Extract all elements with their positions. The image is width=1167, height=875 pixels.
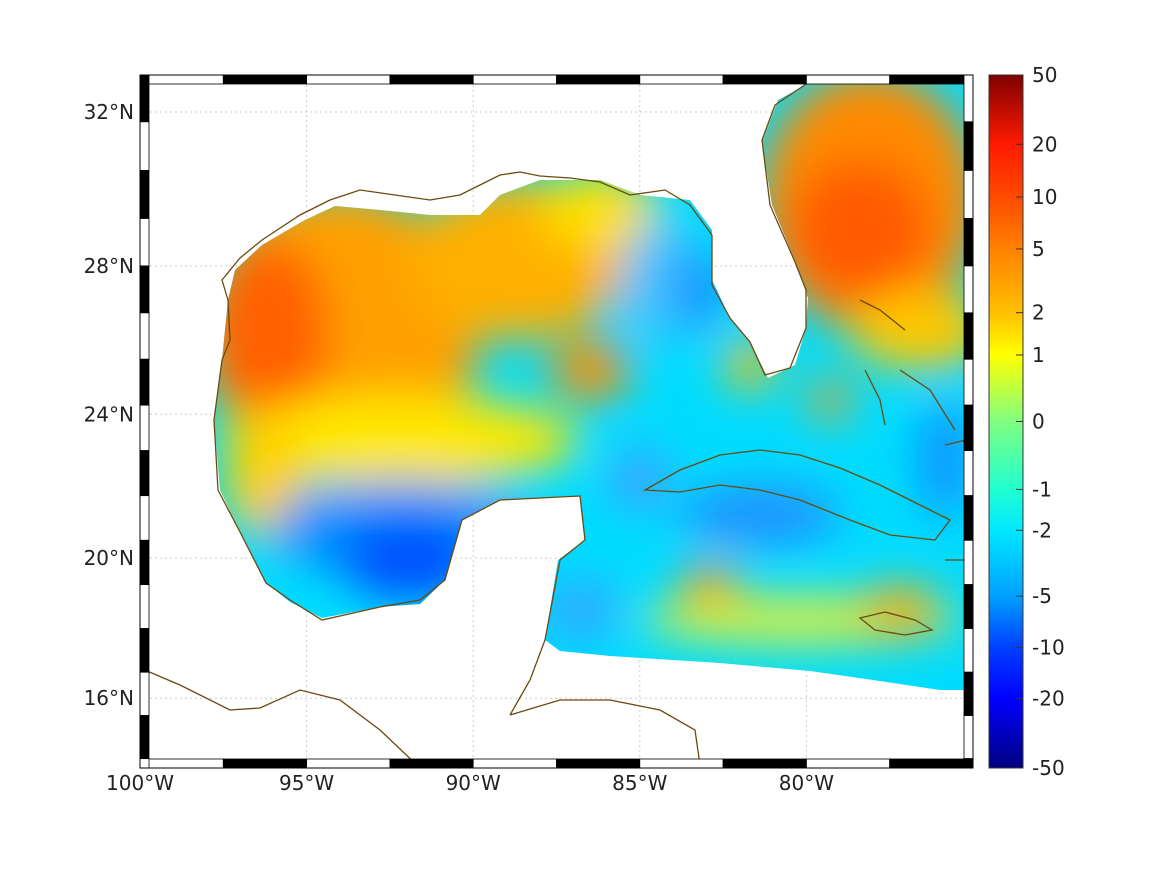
frame-segment-right — [963, 671, 974, 716]
frame-segment-bottom — [306, 758, 391, 769]
x-tick-label: 95°W — [279, 771, 334, 795]
frame-segment-bottom — [889, 758, 974, 769]
colorbar-tick-label: -5 — [1032, 584, 1052, 608]
coastline-central-america — [139, 667, 421, 769]
frame-segment-left — [139, 74, 150, 123]
colorbar-tick-label: -2 — [1032, 518, 1052, 542]
coastline-gulf-north — [221, 171, 713, 301]
colorbar-tick-label: -10 — [1032, 635, 1065, 659]
frame-segment-left — [139, 312, 150, 360]
frame-segment-bottom — [389, 758, 474, 769]
frame-segment-right — [963, 121, 974, 171]
frame-segment-right — [963, 715, 974, 760]
x-axis-labels: 100°W 95°W 90°W 85°W 80°W — [106, 771, 834, 795]
y-tick-label: 20°N — [84, 546, 134, 570]
frame-segment-right — [963, 74, 974, 123]
frame-segment-right — [963, 312, 974, 360]
frame-segment-bottom — [722, 758, 807, 769]
colorbar-tick-label: -50 — [1032, 756, 1065, 780]
frame-segment-top — [472, 74, 557, 85]
coastline-honduras — [509, 699, 701, 766]
frame-segment-left — [139, 358, 150, 406]
frame-segment-right — [963, 404, 974, 452]
frame-segment-top — [222, 74, 308, 85]
frame-segment-bottom — [139, 758, 224, 769]
frame-segment-right — [963, 539, 974, 585]
x-tick-label: 100°W — [106, 771, 174, 795]
frame-segment-right — [963, 358, 974, 406]
y-tick-label: 32°N — [84, 100, 134, 124]
coastline-jamaica — [858, 611, 934, 636]
frame-segment-left — [139, 404, 150, 452]
frame-segment-left — [139, 450, 150, 497]
frame-segment-right — [963, 758, 974, 769]
frame-segment-top — [889, 74, 974, 85]
x-tick-label: 80°W — [779, 771, 834, 795]
frame-segment-bottom — [639, 758, 724, 769]
coastline-florida — [711, 77, 816, 376]
colorbar-tick-label: 1 — [1032, 343, 1045, 367]
colorbar-tick-label: 5 — [1032, 237, 1045, 261]
frame-segment-right — [963, 584, 974, 629]
colorbar-tick-label: -20 — [1032, 687, 1065, 711]
frame-segment-top — [556, 74, 641, 85]
frame-segment-right — [963, 495, 974, 541]
frame-segment-top — [389, 74, 474, 85]
frame-segment-right — [963, 218, 974, 267]
frame-segment-left — [139, 628, 150, 673]
frame-segment-left — [139, 121, 150, 171]
frame-segment-right — [963, 628, 974, 673]
y-tick-label: 24°N — [84, 402, 134, 426]
frame-segment-right — [963, 265, 974, 314]
x-tick-label: 85°W — [612, 771, 667, 795]
colorbar-tick-label: 50 — [1032, 63, 1057, 87]
coastline-bahamas — [859, 299, 956, 431]
frame-segment-left — [139, 495, 150, 541]
frame-segment-left — [139, 265, 150, 314]
frame-segment-left — [139, 170, 150, 219]
frame-segment-top — [139, 74, 224, 85]
frame-segment-bottom — [472, 758, 557, 769]
frame-segment-top — [306, 74, 391, 85]
frame-outline — [139, 74, 974, 769]
frame-segment-left — [139, 584, 150, 629]
colorbar-tick-label: 10 — [1032, 185, 1057, 209]
frame-segment-left — [139, 218, 150, 267]
colorbar-tick-label: 20 — [1032, 132, 1057, 156]
frame-segment-right — [963, 170, 974, 219]
frame-segment-left — [139, 758, 150, 769]
y-tick-label: 16°N — [84, 686, 134, 710]
y-axis-labels: 32°N 28°N 24°N 20°N 16°N — [84, 100, 134, 710]
frame-segment-top — [806, 74, 891, 85]
frame-segment-left — [139, 539, 150, 585]
frame-segment-bottom — [806, 758, 891, 769]
coastline-mexico — [213, 299, 586, 716]
coastlines — [139, 77, 967, 769]
frame-segment-bottom — [556, 758, 641, 769]
y-tick-label: 28°N — [84, 254, 134, 278]
coastline-cuba — [642, 449, 951, 541]
x-tick-label: 90°W — [446, 771, 501, 795]
frame-segment-top — [639, 74, 724, 85]
coastline-hispaniola — [944, 439, 967, 561]
frame-segment-right — [963, 450, 974, 497]
colorbar-tick-label: -1 — [1032, 477, 1052, 501]
anomaly-field — [214, 80, 966, 690]
frame-segment-left — [139, 671, 150, 716]
frame-segment-top — [722, 74, 807, 85]
frame-segment-left — [139, 715, 150, 760]
map-frame — [139, 74, 974, 769]
colorbar-tick-label: 0 — [1032, 410, 1045, 434]
colorbar-tick-label: 2 — [1032, 301, 1045, 325]
frame-segment-bottom — [222, 758, 308, 769]
